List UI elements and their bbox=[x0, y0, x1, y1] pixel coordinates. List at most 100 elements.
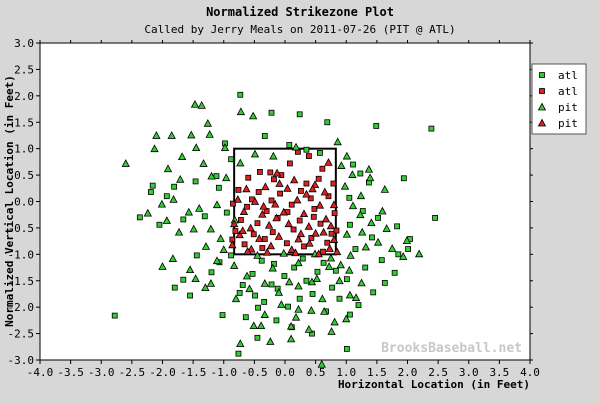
pit-green-triangle-point bbox=[294, 304, 303, 313]
atl-red-square-point bbox=[256, 169, 263, 175]
y-tick-label: -2.0 bbox=[8, 301, 35, 314]
atl-green-square-point bbox=[236, 290, 243, 296]
atl-red-square-point bbox=[303, 180, 310, 187]
pit-green-triangle-point bbox=[380, 185, 390, 193]
pit-green-triangle-point bbox=[388, 244, 397, 252]
atl-red-square-point bbox=[310, 213, 317, 220]
atl-green-square-point bbox=[268, 281, 275, 288]
y-tick-label: 2.5 bbox=[14, 63, 34, 76]
pit-red-triangle-point bbox=[293, 195, 302, 204]
legend-marker-0 bbox=[539, 72, 545, 78]
atl-red-square-point bbox=[319, 165, 326, 172]
y-tick-label: -3.0 bbox=[8, 354, 35, 367]
pit-red-triangle-point bbox=[321, 214, 331, 223]
pit-green-triangle-point bbox=[361, 242, 371, 251]
pit-green-triangle-point bbox=[206, 279, 216, 287]
pit-red-triangle-point bbox=[258, 209, 267, 218]
pit-red-triangle-point bbox=[319, 227, 328, 236]
atl-green-square-point bbox=[309, 291, 316, 297]
legend-label-0: atl bbox=[558, 69, 578, 82]
atl-green-square-point bbox=[273, 317, 280, 324]
atl-green-square-point bbox=[373, 123, 380, 129]
legend-marker-3 bbox=[537, 118, 547, 127]
atl-red-square-point bbox=[308, 235, 315, 241]
atl-green-square-point bbox=[111, 312, 118, 319]
pit-green-triangle-point bbox=[291, 312, 301, 321]
pit-green-triangle-point bbox=[206, 224, 216, 233]
atl-green-square-point bbox=[381, 279, 388, 286]
pit-green-triangle-point bbox=[365, 173, 375, 182]
atl-green-square-point bbox=[375, 214, 382, 221]
atl-green-square-point bbox=[192, 178, 199, 185]
pit-red-triangle-point bbox=[242, 184, 251, 193]
atl-red-square-point bbox=[307, 195, 314, 202]
pit-green-triangle-point bbox=[229, 261, 239, 269]
pit-red-triangle-point bbox=[329, 235, 339, 243]
pit-red-triangle-point bbox=[238, 226, 247, 234]
pit-green-triangle-point bbox=[356, 210, 365, 219]
atl-green-square-point bbox=[324, 119, 331, 126]
pit-red-triangle-point bbox=[229, 219, 239, 228]
atl-green-square-point bbox=[329, 284, 336, 291]
atl-green-square-point bbox=[171, 183, 178, 190]
pit-green-triangle-point bbox=[345, 290, 355, 299]
atl-green-square-point bbox=[193, 252, 200, 259]
atl-green-square-point bbox=[350, 161, 356, 168]
atl-green-square-point bbox=[357, 170, 364, 177]
pit-green-triangle-point bbox=[335, 276, 344, 285]
chart-title: Normalized Strikezone Plot bbox=[206, 5, 394, 19]
atl-green-square-point bbox=[149, 182, 156, 189]
atl-green-square-point bbox=[235, 350, 242, 357]
atl-red-square-point bbox=[250, 231, 257, 238]
pit-green-triangle-point bbox=[266, 337, 275, 345]
x-tick-label: 0.0 bbox=[275, 366, 295, 379]
atl-green-square-point bbox=[296, 111, 303, 118]
pit-green-triangle-point bbox=[236, 339, 245, 348]
pit-green-triangle-point bbox=[269, 151, 278, 160]
atl-red-square-point bbox=[328, 230, 335, 237]
x-tick-label: -1.5 bbox=[180, 366, 207, 379]
atl-red-square-point bbox=[259, 245, 266, 251]
y-tick-label: 0.0 bbox=[14, 196, 34, 209]
pit-red-triangle-point bbox=[305, 238, 314, 247]
pit-red-triangle-point bbox=[264, 220, 274, 229]
pit-green-triangle-point bbox=[277, 300, 286, 308]
atl-green-square-point bbox=[187, 292, 193, 299]
pit-green-triangle-point bbox=[342, 151, 352, 160]
atl-red-square-point bbox=[232, 228, 239, 234]
y-axis-ticks: 3.0 2.5 2.0 1.5 1.0 0.5 0.0 -0.5 -1.0 -1.5 -2.0 -2.… bbox=[8, 37, 533, 367]
pit-green-triangle-point bbox=[143, 208, 152, 217]
y-axis-label: Normalized Vertical Location (in Feet) bbox=[3, 75, 16, 327]
atl-green-square-point bbox=[303, 277, 310, 284]
pit-red-triangle-point bbox=[246, 223, 255, 232]
pit-green-triangle-point bbox=[294, 258, 303, 267]
pit-green-triangle-point bbox=[260, 310, 269, 318]
atl-green-square-point bbox=[156, 221, 163, 228]
pit-green-triangle-point bbox=[152, 131, 161, 139]
pit-red-triangle-point bbox=[279, 207, 288, 216]
pit-red-triangle-point bbox=[272, 213, 281, 222]
atl-green-square-point bbox=[255, 304, 261, 311]
atl-green-square-point bbox=[223, 209, 230, 216]
atl-green-square-point bbox=[208, 269, 215, 276]
atl-red-square-point bbox=[325, 193, 332, 200]
pit-red-triangle-point bbox=[228, 240, 237, 249]
pit-green-triangle-point bbox=[358, 227, 367, 236]
pit-green-triangle-point bbox=[320, 307, 329, 315]
pit-red-triangle-point bbox=[320, 187, 329, 196]
atl-green-square-point bbox=[355, 302, 362, 308]
pit-green-triangle-point bbox=[367, 218, 376, 227]
pit-green-triangle-point bbox=[201, 242, 211, 250]
atl-green-square-point bbox=[362, 264, 369, 271]
pit-green-triangle-point bbox=[260, 279, 269, 287]
atl-red-square-point bbox=[296, 217, 303, 224]
atl-green-square-point bbox=[213, 173, 220, 180]
pit-green-triangle-point bbox=[192, 143, 201, 152]
legend-marker-1 bbox=[539, 88, 545, 94]
pit-red-triangle-point bbox=[315, 200, 325, 209]
pit-green-triangle-point bbox=[256, 321, 266, 330]
atl-green-square-point bbox=[286, 142, 293, 148]
pit-green-triangle-point bbox=[212, 200, 222, 209]
atl-red-square-point bbox=[241, 241, 248, 248]
